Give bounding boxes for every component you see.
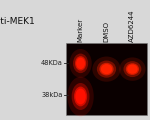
Text: 38kDa: 38kDa xyxy=(42,92,63,98)
Text: anti-MEK1: anti-MEK1 xyxy=(0,17,35,26)
Ellipse shape xyxy=(97,61,116,78)
Ellipse shape xyxy=(76,58,85,69)
Ellipse shape xyxy=(69,49,92,78)
Text: Marker: Marker xyxy=(78,18,84,42)
Ellipse shape xyxy=(73,54,88,73)
Text: DMSO: DMSO xyxy=(103,21,109,42)
Text: AZD6244: AZD6244 xyxy=(129,9,135,42)
Ellipse shape xyxy=(99,63,114,75)
Text: 48KDa: 48KDa xyxy=(41,60,63,66)
Ellipse shape xyxy=(74,87,87,106)
Ellipse shape xyxy=(123,61,141,77)
Ellipse shape xyxy=(92,57,121,82)
Ellipse shape xyxy=(72,83,90,110)
Ellipse shape xyxy=(75,89,86,104)
Ellipse shape xyxy=(67,77,94,116)
Ellipse shape xyxy=(101,64,112,74)
Ellipse shape xyxy=(127,64,138,74)
Ellipse shape xyxy=(126,63,139,75)
Bar xyxy=(66,43,147,115)
Ellipse shape xyxy=(75,56,86,71)
Ellipse shape xyxy=(119,57,146,81)
